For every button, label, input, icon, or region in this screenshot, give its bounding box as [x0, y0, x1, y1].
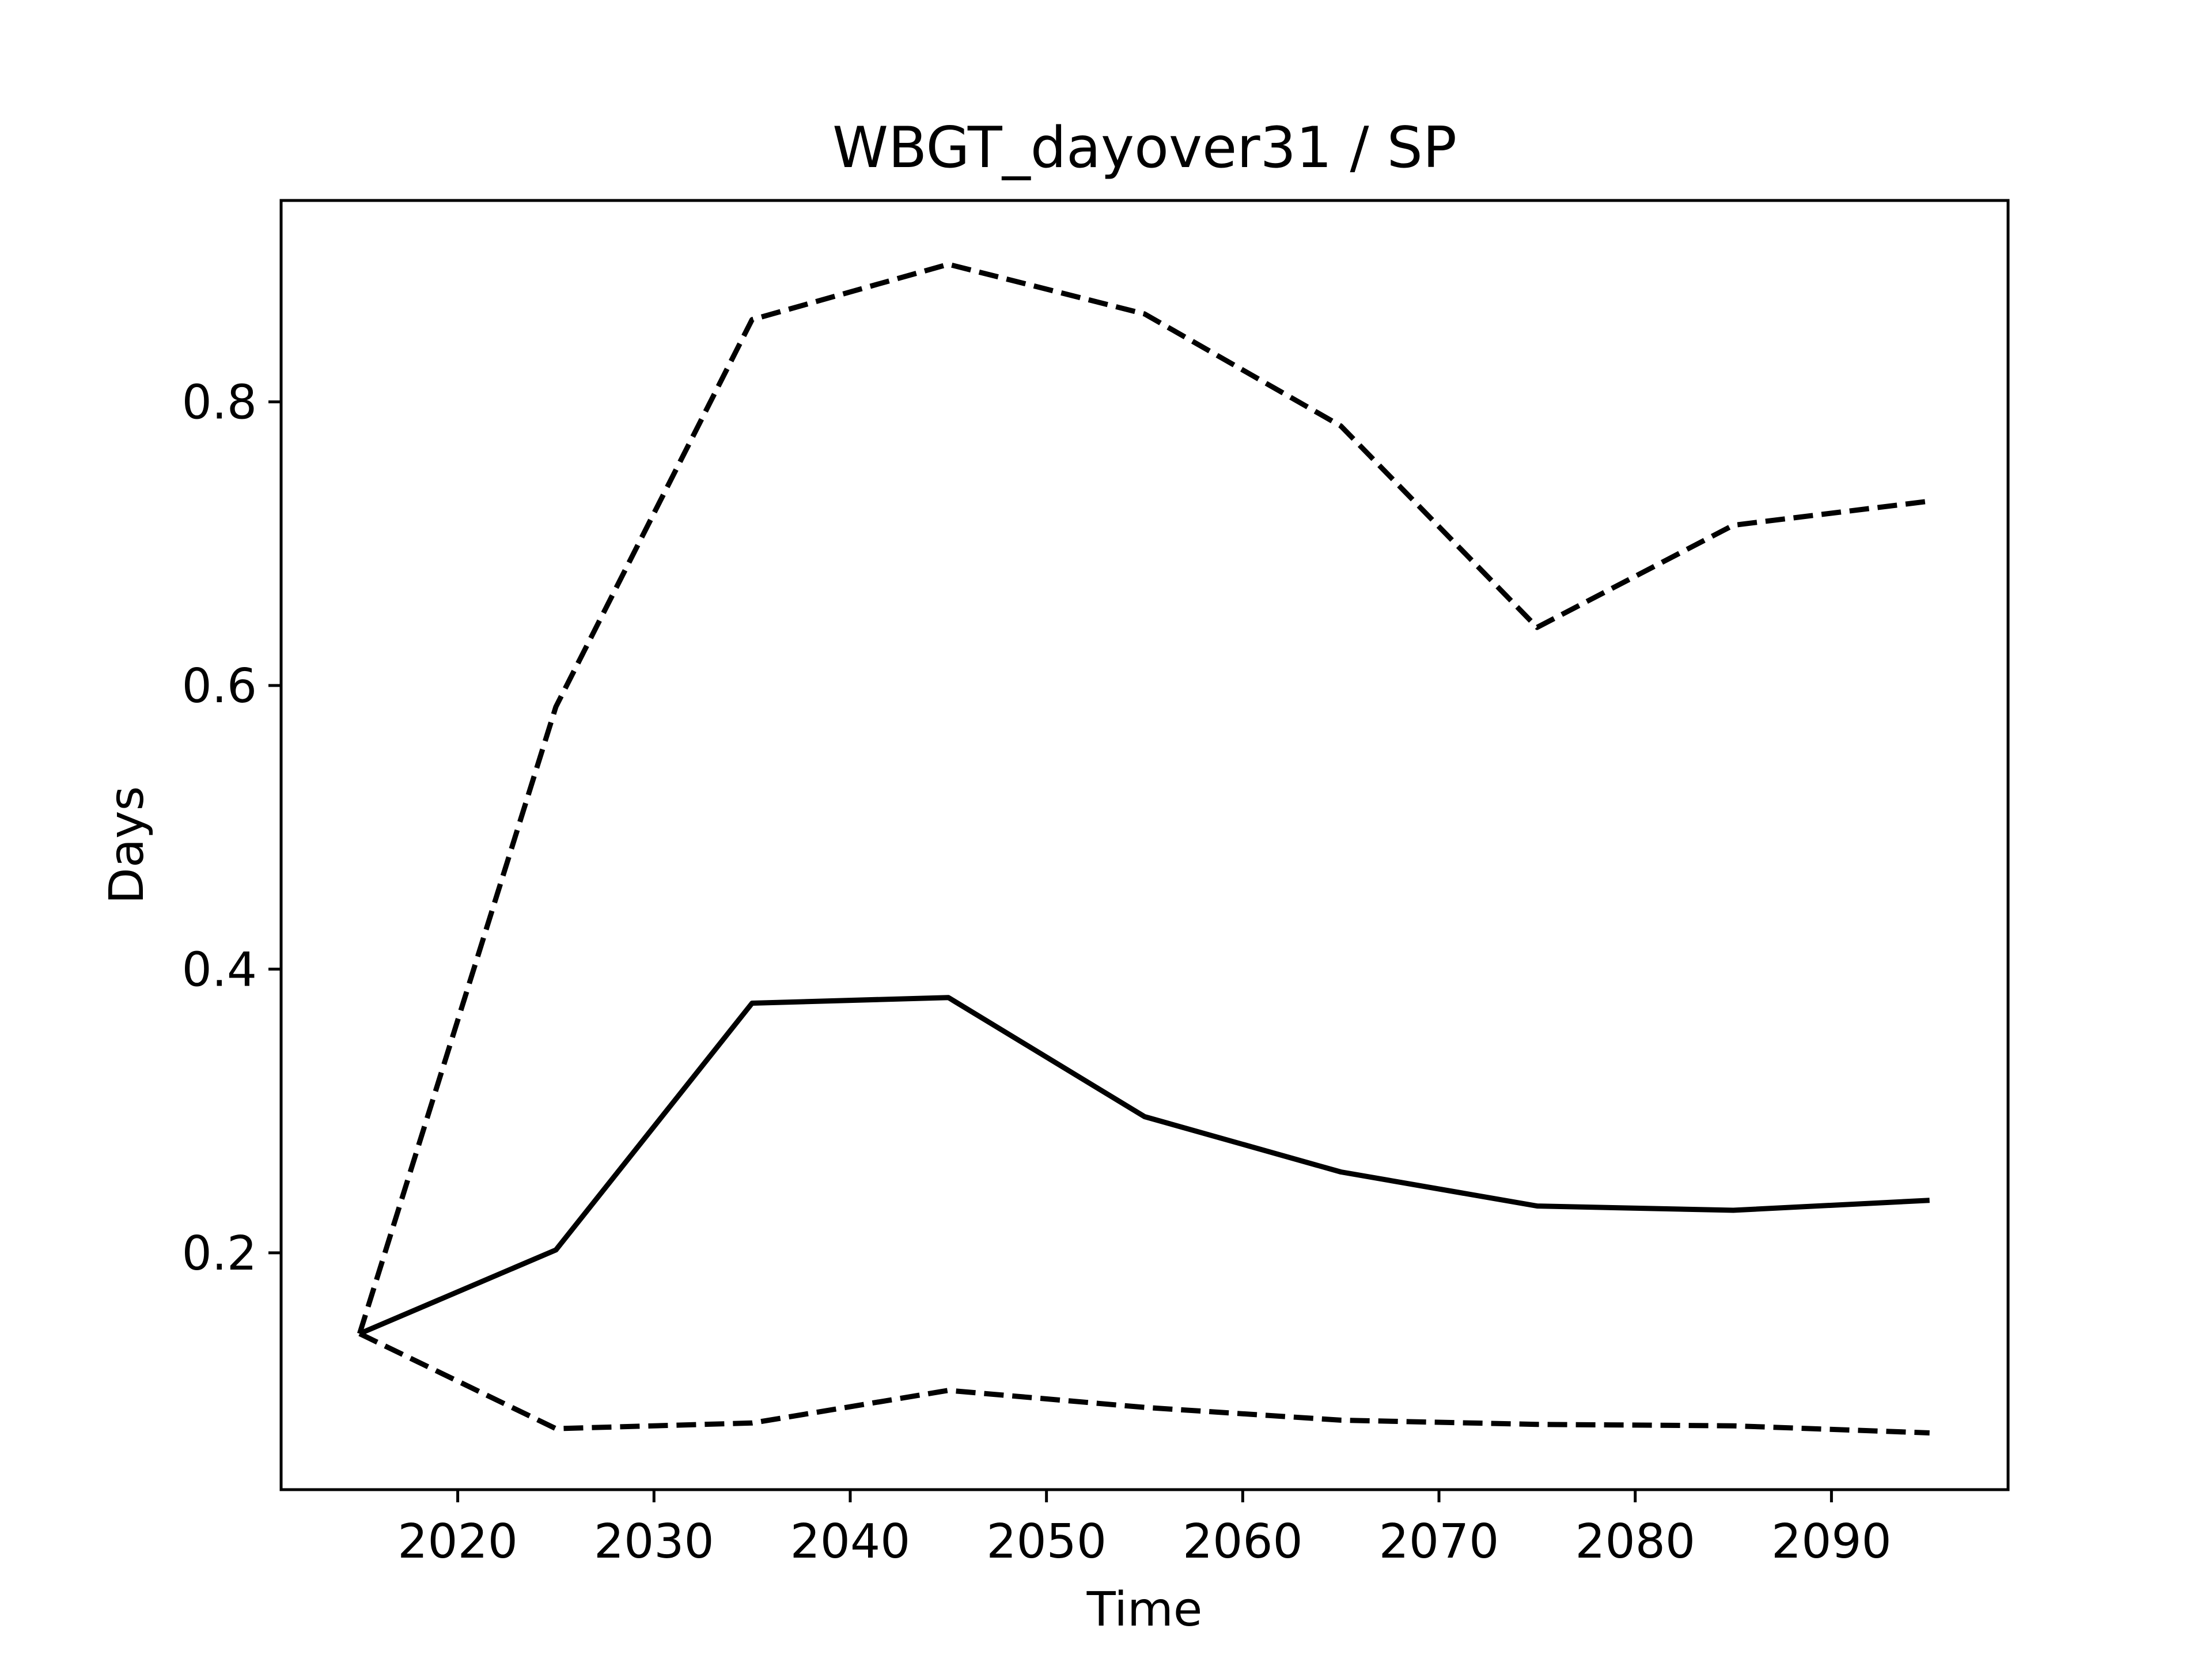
x-tick-label: 2080 — [1575, 1514, 1695, 1569]
series-line-2 — [358, 995, 1930, 1336]
y-tick-label: 0.2 — [182, 1226, 257, 1281]
x-tick-label: 2090 — [1771, 1514, 1892, 1569]
series-line-3 — [358, 1331, 1930, 1435]
x-tick-label: 2050 — [986, 1514, 1107, 1569]
y-tick-label: 0.8 — [182, 376, 257, 430]
series-line-1 — [357, 262, 1930, 1335]
y-tick-label: 0.6 — [182, 659, 257, 714]
x-tick-label: 2070 — [1379, 1514, 1499, 1569]
axis-ticks-layer: 2020 2030 2040 2050 2060 2070 2080 2090 0.2 0.4 0.… — [182, 376, 1892, 1569]
chart-title: WBGT_dayover31 / SP — [832, 115, 1457, 181]
plot-area-frame — [279, 199, 2010, 1491]
x-tick-label: 2060 — [1183, 1514, 1303, 1569]
y-axis-label: Days — [100, 786, 154, 904]
x-axis-label: Time — [1086, 1582, 1203, 1637]
series-lines-layer — [357, 262, 1930, 1435]
x-tick-label: 2040 — [790, 1514, 911, 1569]
x-tick-label: 2030 — [594, 1514, 714, 1569]
x-tick-label: 2020 — [397, 1514, 518, 1569]
y-tick-label: 0.4 — [182, 942, 257, 997]
